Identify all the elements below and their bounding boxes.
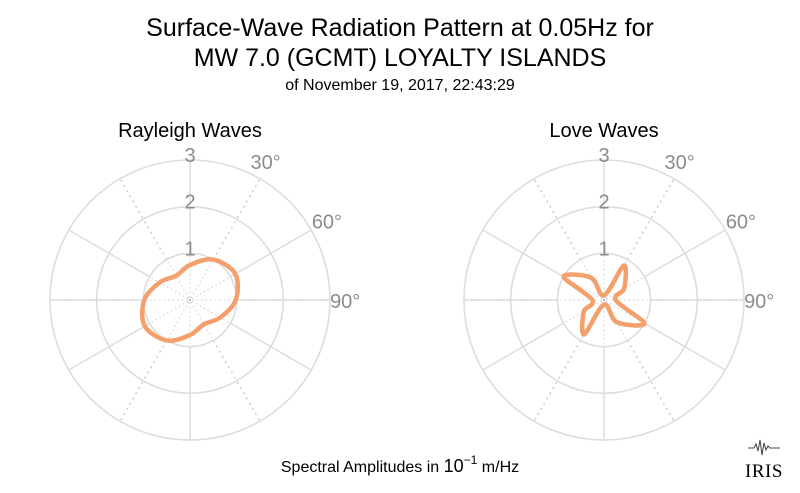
caption-base: 10 <box>444 456 464 476</box>
inner-dotted-spoke <box>166 301 190 341</box>
figure-title-line-2: MW 7.0 (GCMT) LOYALTY ISLANDS <box>194 44 607 72</box>
radial-tick-label: 2 <box>184 192 195 214</box>
radial-tick-label: 3 <box>184 145 195 167</box>
grid-ring <box>49 159 331 441</box>
inner-dotted-spoke <box>166 259 190 299</box>
inner-dotted-spoke <box>190 259 214 299</box>
caption-exponent: −1 <box>464 453 478 467</box>
angle-tick-label: 30° <box>664 152 694 174</box>
inner-dotted-spoke <box>190 301 214 341</box>
inner-dotted-spoke <box>149 300 189 324</box>
rayleigh-polar-plot: 1 2 3 30° 60° 90° Rayleigh Waves <box>49 120 360 441</box>
grid-ring <box>463 159 745 441</box>
angle-tick-label: 60° <box>312 211 342 233</box>
caption-prefix: Spectral Amplitudes in <box>281 459 444 476</box>
amplitude-units-caption: Spectral Amplitudes in 10−1 m/Hz <box>281 453 519 476</box>
radiation-pattern-curve <box>139 257 241 343</box>
panel-title: Rayleigh Waves <box>118 120 262 142</box>
angle-tick-label: 90° <box>744 291 774 313</box>
inner-dotted-spoke <box>149 276 189 300</box>
angle-tick-label: 90° <box>330 291 360 313</box>
radiation-pattern-curve <box>561 263 647 337</box>
radial-tick-label: 3 <box>598 145 609 167</box>
radial-tick-label: 1 <box>598 238 609 260</box>
iris-logo: IRIS <box>745 439 783 482</box>
iris-logo-text: IRIS <box>745 461 783 482</box>
inner-dotted-spoke <box>580 259 604 299</box>
radial-tick-label: 1 <box>184 238 195 260</box>
grid-ring <box>95 205 285 395</box>
figure-subtitle: of November 19, 2017, 22:43:29 <box>285 77 515 94</box>
figure-title-line-1: Surface-Wave Radiation Pattern at 0.05Hz… <box>146 14 654 42</box>
radial-tick-label: 2 <box>598 192 609 214</box>
love-polar-plot: 1 2 3 30° 60° 90° Love Waves <box>463 120 774 441</box>
grid-ring <box>556 252 652 348</box>
seismogram-icon <box>748 439 780 456</box>
inner-dotted-spoke <box>604 301 628 341</box>
angle-tick-label: 30° <box>250 152 280 174</box>
panel-title: Love Waves <box>549 120 658 142</box>
origin-dot <box>188 298 192 302</box>
inner-dotted-spoke <box>563 300 603 324</box>
inner-dotted-spoke <box>605 276 645 300</box>
inner-dotted-spoke <box>191 276 231 300</box>
inner-dotted-spoke <box>191 300 231 324</box>
grid-ring <box>509 205 699 395</box>
angle-tick-label: 60° <box>726 211 756 233</box>
origin-dot <box>602 298 606 302</box>
caption-unit: m/Hz <box>477 459 519 476</box>
